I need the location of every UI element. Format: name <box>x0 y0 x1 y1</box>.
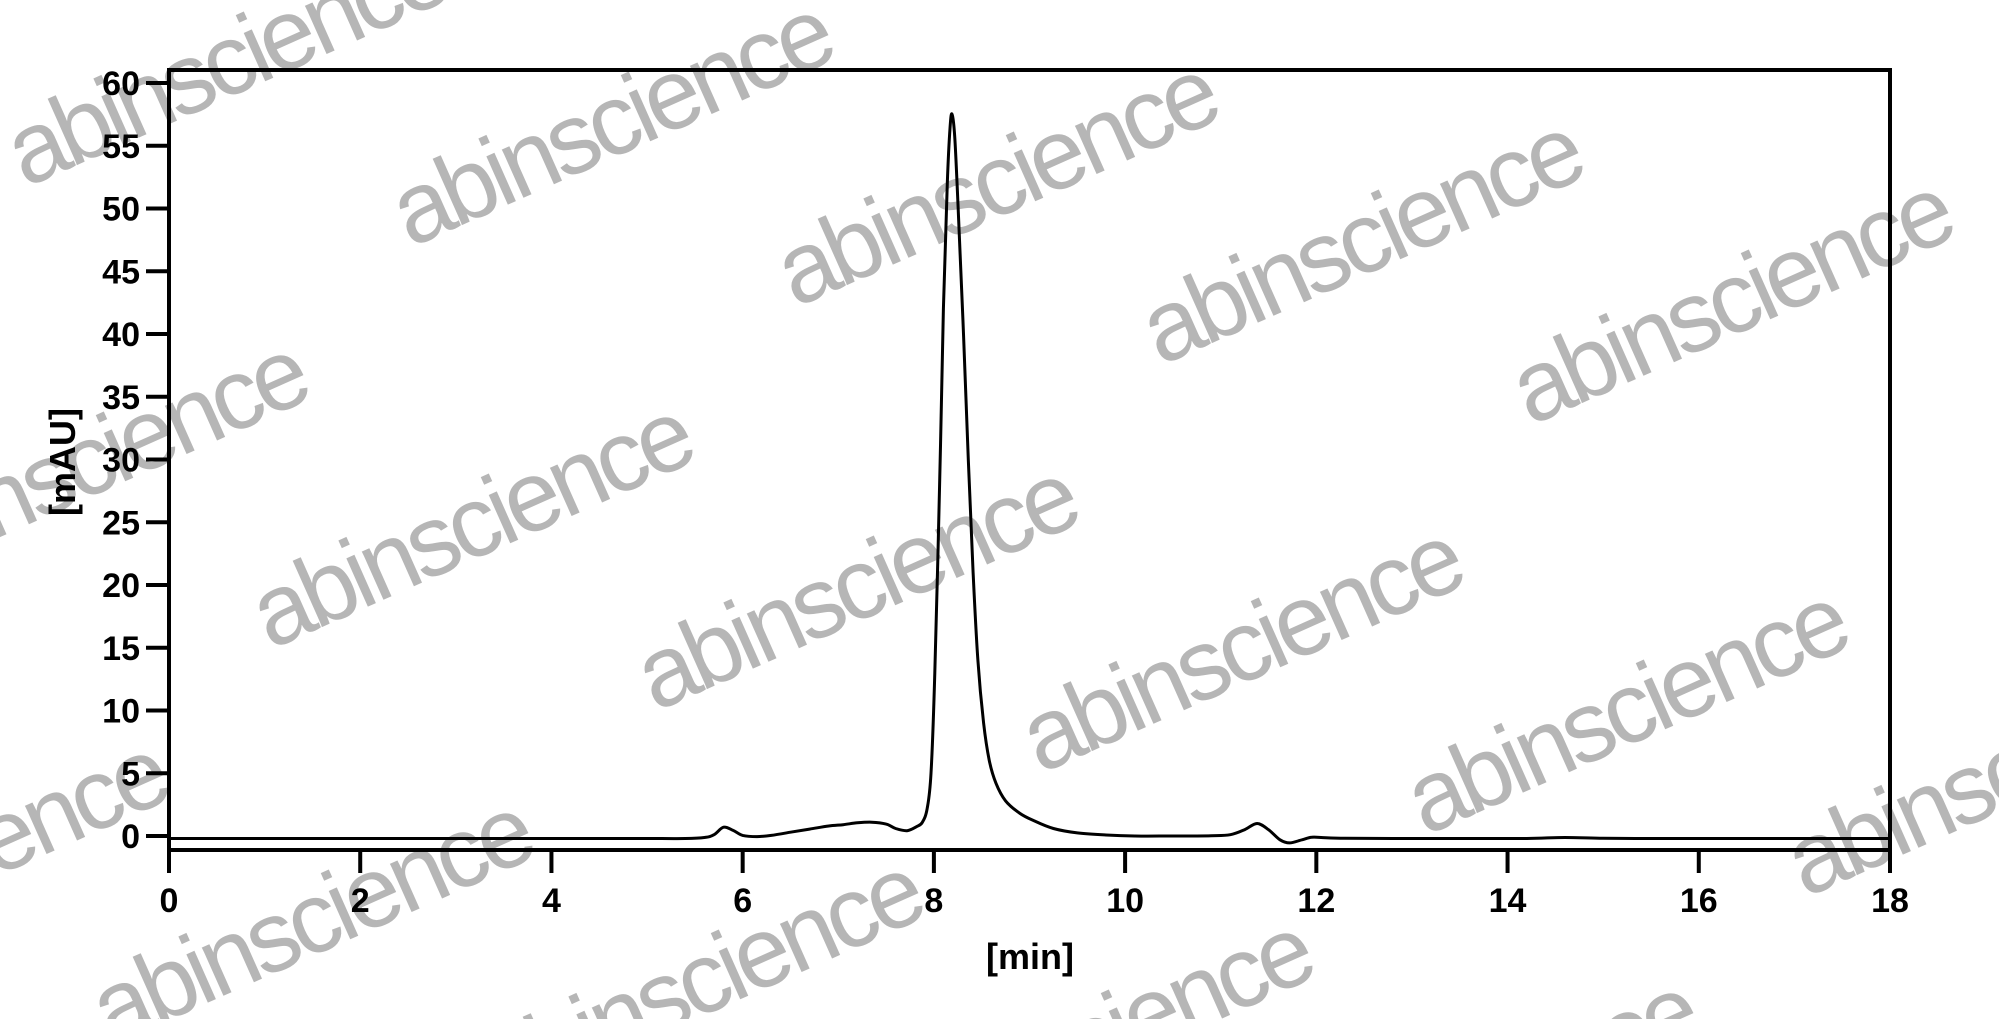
x-tick-label: 10 <box>1106 882 1144 920</box>
x-tick-label: 6 <box>733 882 752 920</box>
y-tick-label: 25 <box>102 504 140 542</box>
x-tick-label: 2 <box>351 882 370 920</box>
y-tick-label: 5 <box>121 755 140 793</box>
plot-layer: 0 5 10 15 20 25 30 35 40 45 50 55 60 0 2 4 6 8 10 12 14 16 18 <box>102 65 1909 920</box>
x-tick-label: 0 <box>160 882 179 920</box>
y-tick-label: 15 <box>102 630 140 668</box>
x-tick-label: 16 <box>1680 882 1718 920</box>
y-tick-label: 45 <box>102 253 140 291</box>
x-tick-label: 14 <box>1489 882 1527 920</box>
x-tick-label: 18 <box>1871 882 1909 920</box>
y-tick-label: 55 <box>102 128 140 166</box>
chromatogram-trace <box>167 112 1892 845</box>
y-axis-label: [mAU] <box>42 408 83 516</box>
y-tick-label: 50 <box>102 191 140 229</box>
y-tick-label: 10 <box>102 693 140 731</box>
y-tick-label: 60 <box>102 65 140 103</box>
y-tick-label: 30 <box>102 442 140 480</box>
x-axis-label: [min] <box>986 936 1074 977</box>
x-tick-label: 12 <box>1297 882 1335 920</box>
y-tick-label: 35 <box>102 379 140 417</box>
y-tick-label: 20 <box>102 567 140 605</box>
y-tick-label: 40 <box>102 316 140 354</box>
x-tick-label: 8 <box>924 882 943 920</box>
y-tick-label: 0 <box>121 818 140 856</box>
x-tick-label: 4 <box>542 882 561 920</box>
